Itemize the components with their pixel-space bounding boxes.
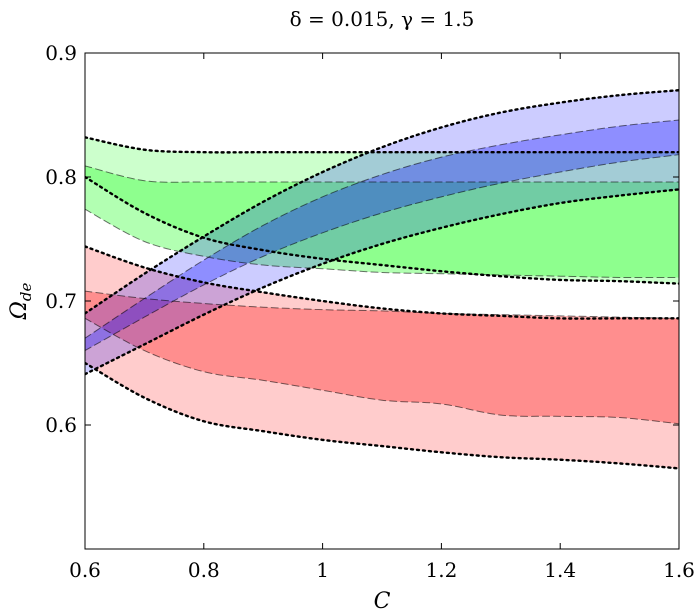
series-lines-red bbox=[85, 245, 679, 470]
line-outer-lower-green bbox=[85, 175, 679, 285]
line-outer-upper-red bbox=[85, 245, 679, 320]
x-tick-label: 0.6 bbox=[69, 558, 101, 582]
y-axis-label: Ωde bbox=[7, 283, 35, 321]
y-tick-label: 0.7 bbox=[45, 289, 77, 313]
line-outer-lower-red bbox=[85, 361, 679, 470]
x-tick-label: 1.4 bbox=[544, 558, 576, 582]
series-green bbox=[85, 137, 679, 284]
y-axis-label-sub: de bbox=[17, 283, 35, 302]
band-inner-green bbox=[85, 165, 679, 278]
line-inner-upper-red bbox=[85, 290, 679, 319]
band-inner-red bbox=[85, 291, 679, 424]
line-outer-upper-green bbox=[85, 136, 679, 154]
band-outer-red bbox=[85, 246, 679, 469]
y-tick-label: 0.8 bbox=[45, 165, 77, 189]
line-outer-lower-blue bbox=[85, 188, 679, 376]
line-inner-upper-green bbox=[85, 165, 679, 183]
y-axis-ticks: 0.6 0.7 0.8 0.9 bbox=[45, 41, 679, 437]
y-tick-label: 0.6 bbox=[45, 413, 77, 437]
band-inner-blue bbox=[85, 119, 679, 351]
x-tick-label: 0.8 bbox=[188, 558, 220, 582]
series-layer bbox=[85, 89, 679, 470]
x-tick-label: 1 bbox=[316, 558, 329, 582]
line-inner-upper-blue bbox=[85, 119, 679, 339]
line-outer-upper-blue bbox=[85, 89, 679, 315]
x-axis-label: C bbox=[374, 589, 391, 614]
svg-text:Ωde: Ωde bbox=[7, 283, 35, 321]
chart-title: δ = 0.015, γ = 1.5 bbox=[290, 7, 475, 31]
x-tick-label: 1.6 bbox=[663, 558, 695, 582]
line-inner-lower-blue bbox=[85, 154, 679, 352]
line-inner-lower-red bbox=[85, 317, 679, 425]
band-outer-blue bbox=[85, 90, 679, 375]
series-blue bbox=[85, 90, 679, 375]
series-red bbox=[85, 246, 679, 469]
x-axis-ticks: 0.6 0.8 1 1.2 1.4 1.6 bbox=[69, 53, 695, 582]
y-axis-label-main: Ω bbox=[7, 301, 32, 320]
y-tick-label: 0.9 bbox=[45, 41, 77, 65]
series-lines-blue bbox=[85, 89, 679, 376]
band-outer-green bbox=[85, 137, 679, 284]
x-tick-label: 1.2 bbox=[425, 558, 457, 582]
